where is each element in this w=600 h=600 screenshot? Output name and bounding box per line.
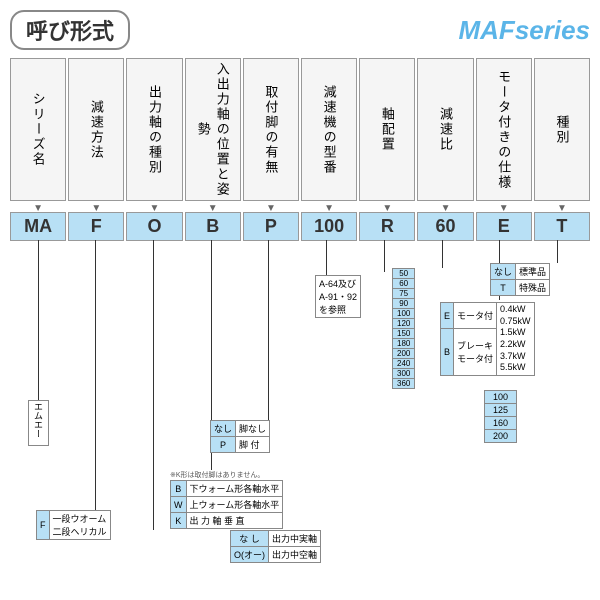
code-cell: P <box>243 212 299 241</box>
code-cell: T <box>534 212 590 241</box>
column-header: 種別 <box>534 58 590 201</box>
column-header: 減速比 <box>417 58 473 201</box>
column-header: 軸配置 <box>359 58 415 201</box>
column-headers: シリーズ名減速方法出力軸の種別入出力軸の位置と姿勢取付脚の有無減速機の型番軸配置… <box>10 58 590 201</box>
b-note: ※K形は取付脚はありません。 <box>170 470 283 480</box>
b-detail: B下ウォーム形各軸水平 W上ウォーム形各軸水平 K出 力 軸 垂 直 <box>170 480 283 529</box>
series-label: MAFseries <box>459 15 591 46</box>
t-detail: なし標準品 T特殊品 <box>490 263 550 296</box>
code-row: MAFOBP100R60ET <box>10 212 590 241</box>
ratio-detail: 50607590100120150180200240300360 <box>392 268 415 389</box>
column-header: シリーズ名 <box>10 58 66 201</box>
f-detail: F一段ウオーム 二段ヘリカル <box>36 510 111 540</box>
column-header: 減速方法 <box>68 58 124 201</box>
ma-detail: エムエー <box>28 400 49 446</box>
code-cell: 60 <box>417 212 473 241</box>
o-detail: な し出力中実軸 O(オー)出力中空軸 <box>230 530 321 563</box>
code-cell: B <box>185 212 241 241</box>
size-detail: 100125160200 <box>484 390 517 443</box>
e-detail: Eモータ付0.4kW 0.75kW 1.5kW 2.2kW 3.7kW 5.5k… <box>440 302 535 376</box>
model-detail: A-64及び A-91・92 を参照 <box>315 275 361 318</box>
p-detail: なし脚なし P脚 付 <box>210 420 270 453</box>
column-header: モータ付きの仕様 <box>476 58 532 201</box>
code-cell: 100 <box>301 212 357 241</box>
title: 呼び形式 <box>10 10 130 50</box>
code-cell: E <box>476 212 532 241</box>
code-cell: F <box>68 212 124 241</box>
column-header: 入出力軸の位置と姿勢 <box>185 58 241 201</box>
column-header: 出力軸の種別 <box>126 58 182 201</box>
code-cell: O <box>126 212 182 241</box>
code-cell: R <box>359 212 415 241</box>
code-cell: MA <box>10 212 66 241</box>
column-header: 減速機の型番 <box>301 58 357 201</box>
column-header: 取付脚の有無 <box>243 58 299 201</box>
